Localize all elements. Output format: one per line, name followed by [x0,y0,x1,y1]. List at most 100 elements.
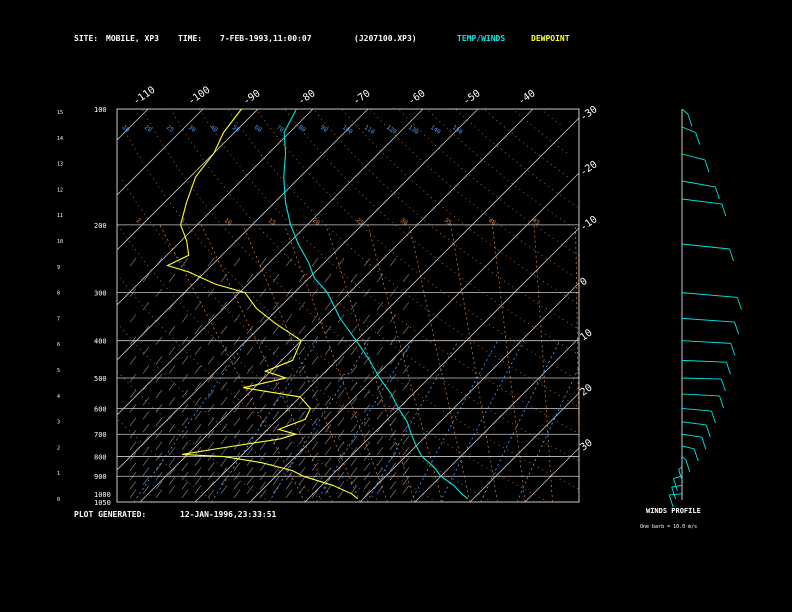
wind-tick [220,485,228,494]
wind-tick [246,346,254,356]
wind-tick [246,325,254,335]
wind-tick [142,411,150,420]
wind-tick [389,257,397,267]
wind-tick [207,441,215,450]
mixing-ratio-line [366,340,459,503]
wind-tick [272,485,280,494]
wind-tick [402,485,410,494]
wind-tick [311,430,319,439]
wind-barb-flag [704,159,710,173]
isotherm-line [116,108,369,361]
wind-barb [681,433,702,438]
wind-tick [376,301,384,311]
mixing-ratio-label: 20 [143,124,153,134]
wind-tick [311,452,319,461]
wind-tick [233,257,241,267]
wind-tick [129,489,137,499]
wind-tick [272,476,280,485]
dry-adiabat [455,108,578,208]
wind-tick [402,476,410,485]
wind-tick [194,301,202,311]
isotherm-line [469,392,580,503]
temp-tick-label-right: 20 [578,383,594,399]
wind-tick [272,273,280,283]
wind-tick [181,441,189,450]
wind-tick [129,314,137,323]
wind-tick [194,381,202,391]
wind-tick [337,404,345,413]
wind-tick [285,373,293,383]
wind-tick [311,373,319,383]
wind-tick [207,257,215,267]
pressure-tick-label: 400 [94,338,107,346]
moist-adiabat [450,224,498,503]
wind-tick [389,430,397,439]
wind-barb-flag [711,410,716,424]
wind-tick [350,485,358,494]
wind-tick [181,288,189,297]
dry-adiabat [369,108,572,276]
wind-tick [350,365,358,374]
moist-adiabat [492,224,526,503]
wind-barb [681,180,716,188]
wind-tick [376,485,384,494]
dry-adiabat [170,108,579,462]
axis-labels: 1002003004005006007008009001000105015141… [57,85,600,507]
wind-tick [181,472,189,481]
moist-adiabat [575,224,580,439]
wind-tick [389,356,397,365]
winds-subtitle: One barb = 10.0 m/s [640,524,697,530]
wind-barb [681,153,706,161]
wind-tick [376,467,384,476]
isotherm-line [116,108,424,416]
wind-tick [207,472,215,481]
moist-adiabats [159,224,580,503]
wind-tick [220,467,228,476]
isotherm-line [116,108,314,306]
wind-tick [363,257,371,267]
plot-frame [116,108,580,503]
wind-tick [311,441,319,450]
wind-tick [285,404,293,413]
mixing-ratio-label: 110 [363,124,376,136]
temp-tick-label-right: -10 [578,214,599,233]
wind-tick [168,346,176,356]
wind-tick [389,462,397,471]
wind-tick [181,489,189,499]
site-value: MOBILE, XP3 [106,34,159,43]
wind-tick [233,452,241,461]
wind-tick [363,452,371,461]
wind-tick [259,288,267,297]
wind-barb-flag [721,203,727,217]
wind-barb [678,466,683,470]
wind-barb-flag [734,321,739,335]
plot-generated-value: 12-JAN-1996,23:33:51 [180,510,277,519]
wind-tick [194,325,202,335]
wind-tick [402,397,410,406]
wind-tick [324,381,332,391]
wind-tick [350,457,358,466]
pressure-tick-label: 500 [94,375,107,383]
wind-tick [298,325,306,335]
wind-barb [681,292,738,298]
wind-tick [285,472,293,481]
isotherm-line [139,108,534,503]
wind-tick [350,423,358,433]
wind-tick [220,325,228,335]
wind-tick [402,301,410,311]
wind-tick [142,397,150,406]
wind-tick [337,430,345,439]
isotherm-line [414,337,580,503]
wind-barb-flag [730,343,736,356]
temp-tick-label: -70 [351,88,372,107]
wind-tick [155,462,163,471]
mixing-ratio-line [133,340,248,503]
temp-tick-label: -110 [131,85,157,108]
wind-tick [376,346,384,356]
wind-barb-flag [720,378,726,392]
wind-tick [337,336,345,345]
pressure-tick-label: 100 [94,106,107,114]
wind-tick [350,476,358,485]
wind-tick [129,417,137,427]
wind-tick [402,346,410,356]
